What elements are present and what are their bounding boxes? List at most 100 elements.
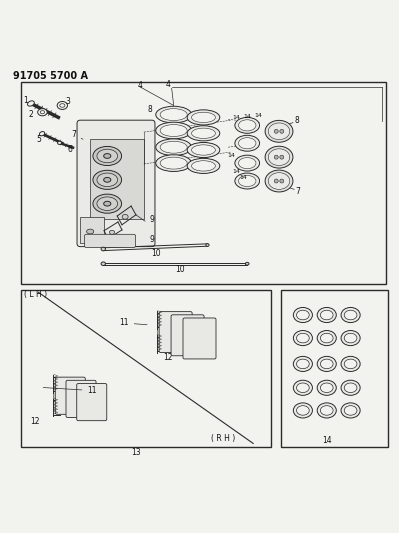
Ellipse shape: [156, 155, 192, 172]
Text: ( L H ): ( L H ): [24, 290, 47, 299]
Bar: [21, 290, 271, 447]
Ellipse shape: [265, 170, 293, 192]
Ellipse shape: [187, 110, 220, 125]
Bar: [63, 386, 67, 412]
FancyBboxPatch shape: [66, 381, 96, 417]
Ellipse shape: [274, 155, 278, 159]
Ellipse shape: [320, 359, 333, 369]
Ellipse shape: [104, 177, 111, 182]
Text: 12: 12: [163, 353, 172, 362]
Ellipse shape: [344, 310, 357, 320]
Text: 9: 9: [149, 235, 154, 244]
Text: 14: 14: [227, 154, 235, 158]
Ellipse shape: [341, 357, 360, 372]
Ellipse shape: [274, 179, 278, 183]
Ellipse shape: [57, 101, 67, 109]
Ellipse shape: [341, 330, 360, 345]
FancyBboxPatch shape: [183, 318, 216, 359]
Text: 9: 9: [149, 215, 154, 224]
Ellipse shape: [280, 130, 284, 133]
Bar: [281, 290, 388, 447]
Ellipse shape: [317, 330, 336, 345]
Text: 14: 14: [254, 113, 262, 118]
Text: 91705 5700 A: 91705 5700 A: [13, 71, 88, 82]
Ellipse shape: [60, 104, 65, 107]
Ellipse shape: [104, 154, 111, 158]
Ellipse shape: [97, 149, 118, 163]
Ellipse shape: [38, 109, 47, 116]
Text: 11: 11: [119, 318, 147, 327]
Text: 8: 8: [294, 116, 299, 125]
Text: 7: 7: [296, 187, 300, 196]
Bar: [90, 139, 144, 219]
Bar: [21, 82, 386, 285]
Ellipse shape: [296, 406, 309, 415]
Ellipse shape: [293, 380, 312, 395]
Text: 12: 12: [30, 417, 39, 426]
Ellipse shape: [109, 230, 115, 235]
Ellipse shape: [317, 308, 336, 322]
FancyBboxPatch shape: [85, 235, 136, 247]
Ellipse shape: [296, 383, 309, 392]
Ellipse shape: [156, 122, 192, 139]
Ellipse shape: [192, 112, 215, 123]
FancyBboxPatch shape: [77, 384, 107, 421]
Ellipse shape: [296, 359, 309, 369]
Ellipse shape: [40, 132, 45, 136]
Text: 3: 3: [65, 96, 70, 106]
Ellipse shape: [101, 247, 105, 251]
Bar: [157, 317, 161, 347]
Text: 4: 4: [165, 80, 170, 89]
Bar: [53, 383, 57, 409]
FancyBboxPatch shape: [55, 377, 85, 414]
Ellipse shape: [280, 155, 284, 159]
Text: 10: 10: [151, 249, 160, 258]
Ellipse shape: [268, 173, 290, 189]
Ellipse shape: [317, 380, 336, 395]
Ellipse shape: [239, 120, 256, 131]
Ellipse shape: [87, 229, 94, 234]
Ellipse shape: [320, 406, 333, 415]
Ellipse shape: [344, 359, 357, 369]
Ellipse shape: [344, 333, 357, 343]
Ellipse shape: [160, 157, 187, 169]
Ellipse shape: [268, 123, 290, 140]
Ellipse shape: [341, 403, 360, 418]
Ellipse shape: [192, 128, 215, 139]
Ellipse shape: [104, 201, 111, 206]
Ellipse shape: [274, 130, 278, 133]
Ellipse shape: [235, 117, 259, 133]
Ellipse shape: [160, 141, 187, 153]
Text: 8: 8: [147, 105, 152, 114]
Text: 11: 11: [43, 386, 97, 395]
Text: 14: 14: [243, 114, 251, 119]
Ellipse shape: [93, 147, 122, 166]
Ellipse shape: [268, 149, 290, 166]
Text: 14: 14: [233, 168, 241, 174]
Ellipse shape: [293, 330, 312, 345]
Ellipse shape: [320, 310, 333, 320]
Bar: [80, 217, 104, 244]
Ellipse shape: [122, 214, 128, 219]
Ellipse shape: [320, 333, 333, 343]
Ellipse shape: [156, 139, 192, 156]
Ellipse shape: [97, 173, 118, 187]
Ellipse shape: [341, 380, 360, 395]
Ellipse shape: [160, 109, 187, 120]
Text: 5: 5: [36, 135, 41, 144]
Ellipse shape: [187, 142, 220, 158]
Ellipse shape: [192, 161, 215, 171]
Ellipse shape: [192, 145, 215, 155]
Ellipse shape: [187, 158, 220, 173]
Ellipse shape: [160, 125, 187, 136]
FancyBboxPatch shape: [77, 120, 155, 247]
Ellipse shape: [206, 244, 209, 246]
FancyBboxPatch shape: [159, 312, 192, 353]
Bar: [74, 389, 78, 415]
Ellipse shape: [57, 141, 61, 144]
Ellipse shape: [239, 138, 256, 149]
Ellipse shape: [344, 383, 357, 392]
Text: 1: 1: [24, 96, 28, 105]
Text: 14: 14: [233, 115, 241, 120]
Ellipse shape: [265, 146, 293, 168]
